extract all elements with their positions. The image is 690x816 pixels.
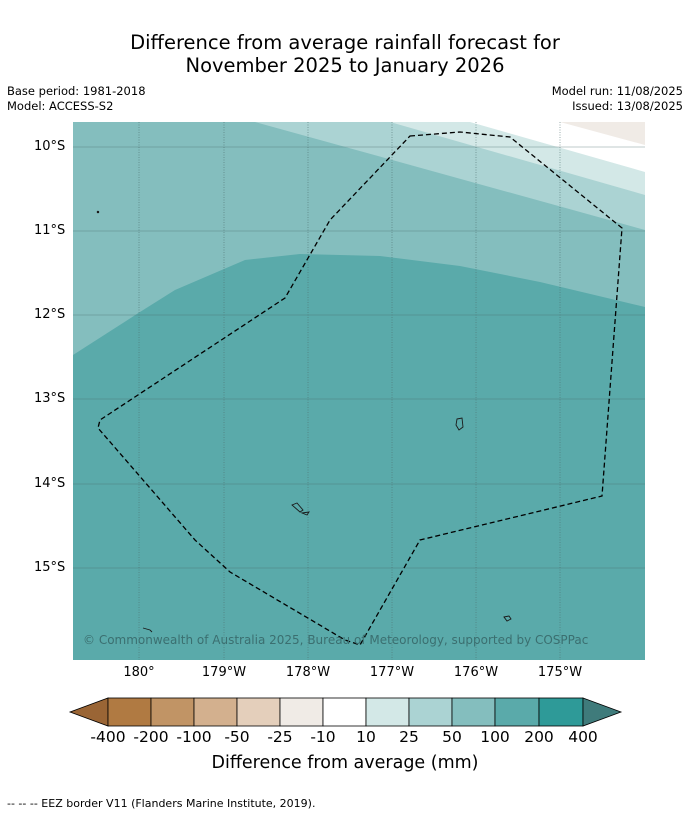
lon-label: 178°W — [285, 665, 331, 680]
colorbar-cell — [279, 697, 324, 727]
eez-footnote: -- -- -- EEZ border V11 (Flanders Marine… — [7, 797, 316, 810]
model-name: Model: ACCESS-S2 — [7, 99, 114, 113]
lon-label: 175°W — [537, 665, 583, 680]
lon-label: 180° — [123, 665, 155, 680]
colorbar-tick: 200 — [524, 728, 554, 746]
base-period: Base period: 1981-2018 — [7, 84, 146, 98]
island-outlines — [96, 210, 512, 633]
colorbar-cell-under — [68, 697, 109, 727]
island-southeast — [503, 615, 512, 622]
colorbar-tick: -100 — [176, 728, 212, 746]
colorbar-cell — [451, 697, 496, 727]
lat-label: 15°S — [34, 560, 66, 575]
lat-label: 11°S — [34, 223, 66, 238]
colorbar-cell — [193, 697, 238, 727]
issued-date: Issued: 13/08/2025 — [572, 99, 683, 113]
colorbar-tick: -25 — [267, 728, 293, 746]
colorbar-tick: -400 — [90, 728, 126, 746]
title-line-2: November 2025 to January 2026 — [185, 54, 505, 77]
latitude-gridlines — [73, 146, 645, 569]
colorbar-tick: -50 — [224, 728, 250, 746]
colorbar-tick: 400 — [568, 728, 598, 746]
colorbar-cell — [494, 697, 540, 727]
map-area — [73, 122, 645, 660]
colorbar-tick: -10 — [310, 728, 336, 746]
colorbar-tick: -200 — [133, 728, 169, 746]
colorbar-title: Difference from average (mm) — [211, 753, 479, 773]
rain-band-minus10 — [560, 122, 645, 145]
colorbar-cell — [107, 697, 152, 727]
colorbar-cell-over — [582, 697, 623, 727]
lat-label: 10°S — [34, 139, 66, 154]
lon-label: 179°W — [201, 665, 247, 680]
lat-label: 14°S — [34, 476, 66, 491]
lat-label: 12°S — [34, 307, 66, 322]
eez-border — [97, 131, 623, 646]
copyright-notice: © Commonwealth of Australia 2025, Bureau… — [83, 633, 589, 647]
colorbar-tick: 100 — [480, 728, 510, 746]
colorbar-tick: 10 — [356, 728, 376, 746]
island-central — [291, 502, 304, 513]
chart-title: Difference from average rainfall forecas… — [0, 31, 690, 77]
colorbar-tick: 25 — [399, 728, 419, 746]
colorbar-cell — [365, 697, 410, 727]
colorbar-cell — [150, 697, 195, 727]
meta-right: Model run: 11/08/2025 Issued: 13/08/2025 — [552, 84, 683, 114]
lat-label: 13°S — [34, 391, 66, 406]
meta-left: Base period: 1981-2018 Model: ACCESS-S2 — [7, 84, 146, 114]
island-southwest — [142, 627, 153, 633]
colorbar-cell — [538, 697, 584, 727]
title-line-1: Difference from average rainfall forecas… — [130, 31, 560, 54]
island-northwest — [96, 210, 100, 214]
rain-band-200 — [73, 254, 645, 660]
colorbar-cell — [236, 697, 281, 727]
island-east — [455, 417, 464, 431]
island-central-small — [300, 511, 310, 516]
colorbar-cell — [322, 697, 367, 727]
colorbar-cell — [408, 697, 453, 727]
lon-label: 177°W — [369, 665, 415, 680]
model-run: Model run: 11/08/2025 — [551, 84, 683, 98]
colorbar — [68, 697, 623, 727]
longitude-gridlines — [138, 122, 561, 660]
lon-label: 176°W — [453, 665, 499, 680]
colorbar-tick: 50 — [442, 728, 462, 746]
